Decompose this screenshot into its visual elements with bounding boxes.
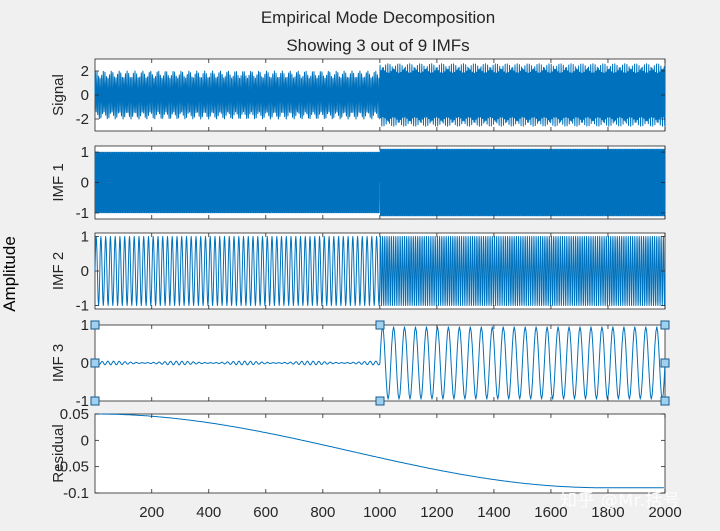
x-tick-label: 400 [196,504,221,521]
y-tick-label: 1 [81,317,89,334]
panel-2: 1 0 -1 IMF 1 [50,144,666,222]
y-tick-label: 0 [81,87,89,104]
y-tick-label: 0.05 [60,406,89,423]
series-line [94,148,666,217]
y-tick-label: 0 [81,432,89,449]
x-tick-label: 1600 [534,504,567,521]
x-tick-label: 1000 [363,504,396,521]
x-tick-label: 1800 [591,504,624,521]
plot-area [94,413,666,494]
series-line [94,63,666,127]
y-tick-label: -1 [76,393,89,410]
y-tick-label: 1 [81,144,89,161]
panels: 2 0 -2 Signal 1 0 -1 IMF 1 1 0 -1 IMF 2 1 0 -1 IMF 3 0.0… [50,58,670,502]
chart-subtitle: Showing 3 out of 9 IMFs [286,36,469,55]
y-tick-label: -2 [76,111,89,128]
y-tick-label: -0.1 [63,485,89,502]
y-tick-label: -1 [76,205,89,222]
x-tick-label: 2000 [648,504,681,521]
series-line [95,413,664,489]
y-tick-label: -1 [76,298,89,315]
y-tick-label: 0 [81,355,89,372]
selection-handle [375,396,385,406]
selection-handle [90,358,100,368]
y-tick-label: 0 [81,175,89,192]
chart-title: Empirical Mode Decomposition [261,8,495,27]
series-line [94,236,666,306]
selection-handle [90,396,100,406]
watermark: 知乎 @Mr.括号 [560,491,681,511]
panel-y-label: Residual [50,424,67,482]
x-axis: 200 400 600 800 1000 1200 1400 1600 1800 2000 [139,504,681,521]
series-line [94,326,666,400]
panel-4: 1 0 -1 IMF 3 [50,317,670,410]
x-tick-label: 200 [139,504,164,521]
x-tick-label: 1200 [420,504,453,521]
shared-y-label: Amplitude [0,236,19,312]
x-tick-label: 1400 [477,504,510,521]
y-tick-label: 0 [81,263,89,280]
panel-y-label: IMF 2 [50,252,67,290]
selection-handle [375,320,385,330]
panel-5: 0.05 0 -0.05 -0.1 Residual [50,406,666,502]
panel-y-label: IMF 3 [50,344,67,382]
y-tick-label: 2 [81,63,89,80]
selection-handle [90,320,100,330]
panel-y-label: Signal [50,74,67,116]
selection-handle [660,396,670,406]
selection-handle [660,320,670,330]
y-tick-label: 1 [81,228,89,245]
selection-handle [660,358,670,368]
panel-3: 1 0 -1 IMF 2 [50,228,666,315]
y-tick-label: -0.05 [55,459,89,476]
x-tick-label: 600 [253,504,278,521]
x-tick-label: 800 [310,504,335,521]
panel-1: 2 0 -2 Signal [50,58,666,132]
panel-y-label: IMF 1 [50,163,67,201]
